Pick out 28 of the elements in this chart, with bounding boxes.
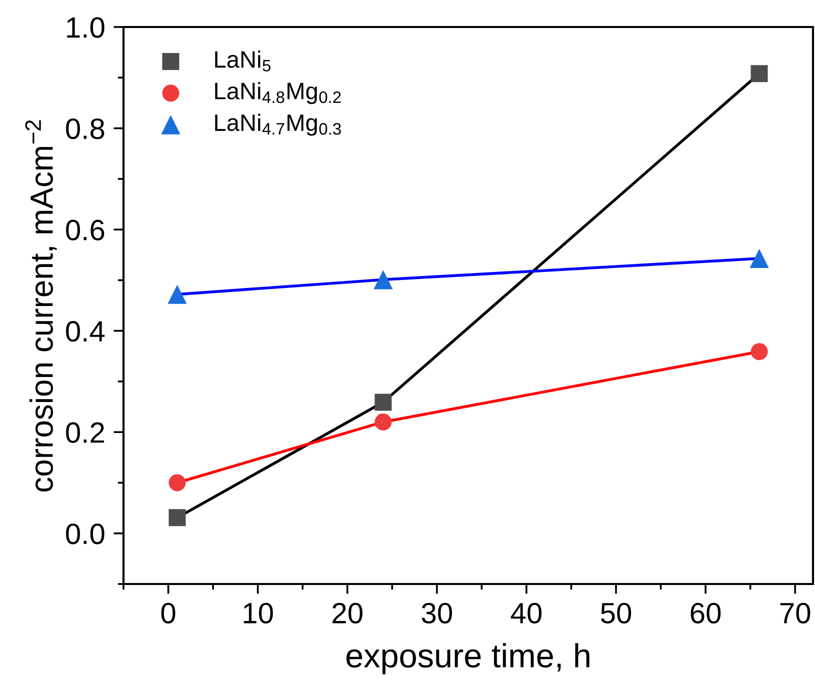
x-tick-label: 70	[780, 602, 810, 624]
y-tick-label: 0.0	[66, 524, 104, 544]
point	[374, 413, 392, 430]
y-tick-label: 0.2	[66, 422, 104, 443]
point	[750, 65, 768, 82]
legend-label: LaNi$_{5}$	[215, 50, 270, 72]
x-tick-label: 0	[161, 602, 176, 624]
x-axis-title: exposure time, h	[346, 643, 590, 674]
point	[168, 474, 186, 492]
y-tick-label: 0.4	[66, 321, 105, 342]
x-tick-label: 30	[422, 602, 452, 624]
y-tick-label: 0.8	[66, 118, 104, 140]
point	[374, 394, 392, 411]
y-tick-label: 1.0	[67, 17, 104, 38]
point	[168, 284, 187, 304]
legend-label: LaNi$_{4.7}$Mg$_{0.3}$	[215, 114, 341, 136]
point	[750, 343, 768, 360]
point	[374, 270, 393, 290]
y-axis-title: corrosion current, mAcm$^{−2}$	[25, 120, 57, 492]
x-tick-label: 60	[690, 602, 721, 624]
legend-label: LaNi$_{4.8}$Mg$_{0.2}$	[215, 82, 341, 104]
point	[750, 248, 769, 268]
point	[168, 509, 186, 526]
x-tick-label: 40	[510, 602, 542, 624]
y-tick-label: 0.6	[66, 220, 104, 240]
x-tick-label: 50	[600, 602, 632, 624]
x-tick-label: 20	[332, 602, 362, 624]
x-tick-label: 10	[244, 602, 273, 624]
